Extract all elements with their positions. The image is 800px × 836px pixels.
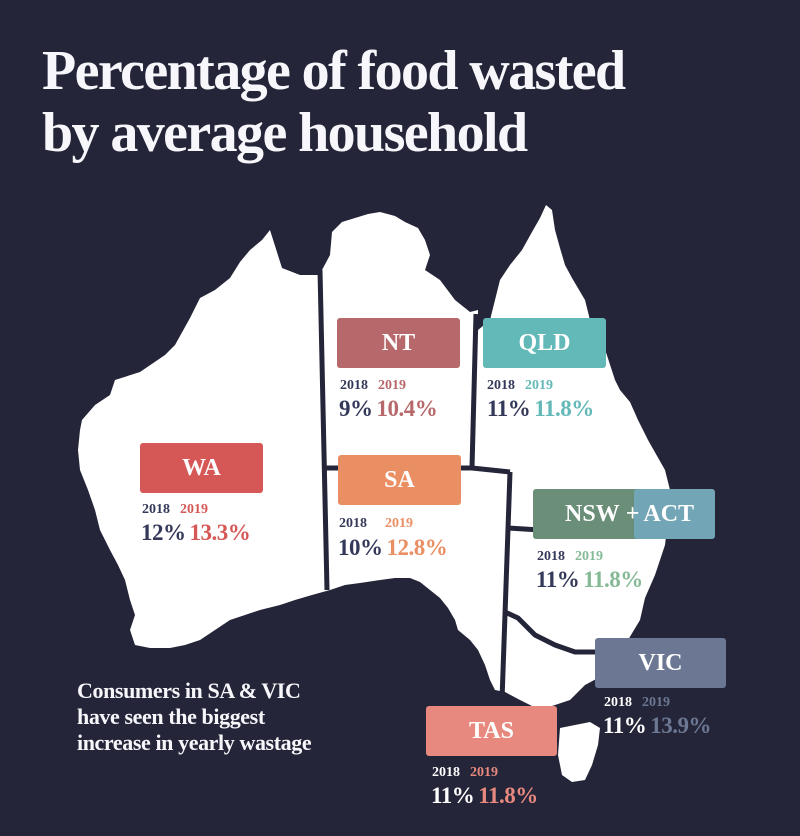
border-sa-east	[499, 471, 513, 701]
state-name-nt: NT	[381, 329, 416, 356]
year-2019-qld: 2019	[525, 378, 553, 393]
value-2018-wa: 12%	[141, 520, 186, 545]
border-wa	[317, 269, 330, 591]
state-badge-sa: SA	[338, 455, 461, 505]
state-name-tas: TAS	[469, 717, 514, 744]
years-sa: 2018 2019	[339, 516, 413, 532]
value-2019-tas: 11.8%	[478, 783, 538, 808]
badge-label-nsw-act: NSW + ACT	[565, 489, 694, 539]
values-wa: 12% 13.3%	[141, 520, 251, 546]
value-2018-sa: 10%	[338, 535, 383, 560]
value-2019-vic: 13.9%	[650, 713, 711, 738]
state-badge-wa: WA	[140, 443, 263, 493]
value-2019-sa: 12.8%	[386, 535, 448, 560]
note-line-1: Consumers in SA & VIC	[77, 678, 301, 703]
values-sa: 10% 12.8%	[338, 535, 448, 561]
value-2019-wa: 13.3%	[189, 520, 251, 545]
state-name-wa: WA	[182, 454, 221, 481]
value-2019-nsw: 11.8%	[583, 567, 643, 592]
years-qld: 2018 2019	[487, 378, 553, 394]
value-2019-qld: 11.8%	[534, 396, 594, 421]
state-name-sa: SA	[384, 466, 415, 493]
state-name-nsw: NSW	[565, 500, 620, 527]
note-line-2: have seen the biggest	[77, 704, 265, 729]
state-name-qld: QLD	[518, 329, 571, 356]
values-tas: 11% 11.8%	[431, 783, 538, 809]
year-2019-vic: 2019	[642, 695, 670, 710]
value-2019-nt: 10.4%	[376, 396, 438, 421]
year-2018-nsw: 2018	[537, 549, 565, 564]
border-nt-qld	[469, 313, 479, 469]
values-nsw: 11% 11.8%	[536, 567, 643, 593]
years-nsw: 2018 2019	[537, 549, 603, 565]
year-2019-tas: 2019	[470, 765, 498, 780]
state-badge-nt: NT	[337, 318, 460, 368]
state-borders	[317, 269, 600, 701]
value-2018-tas: 11%	[431, 783, 475, 808]
years-nt: 2018 2019	[340, 378, 406, 394]
note-line-3: increase in yearly wastage	[77, 730, 312, 755]
plus-sign: +	[625, 500, 640, 527]
year-2018-nt: 2018	[340, 378, 368, 393]
values-vic: 11% 13.9%	[603, 713, 711, 739]
year-2018-wa: 2018	[142, 502, 170, 517]
value-2018-nt: 9%	[339, 396, 373, 421]
value-2018-nsw: 11%	[536, 567, 580, 592]
state-badge-act	[634, 489, 715, 539]
year-2018-qld: 2018	[487, 378, 515, 393]
years-wa: 2018 2019	[142, 502, 208, 518]
year-2019-nsw: 2019	[575, 549, 603, 564]
year-2018-vic: 2018	[604, 695, 632, 710]
state-badge-nsw	[533, 489, 653, 539]
year-2019-nt: 2019	[378, 378, 406, 393]
values-qld: 11% 11.8%	[487, 396, 594, 422]
year-2018-sa: 2018	[339, 516, 367, 531]
title-line-2: by average household	[42, 102, 528, 164]
year-2018-tas: 2018	[432, 765, 460, 780]
value-2018-vic: 11%	[603, 713, 647, 738]
years-vic: 2018 2019	[604, 695, 670, 711]
value-2018-qld: 11%	[487, 396, 531, 421]
state-badge-vic: VIC	[595, 638, 726, 688]
insight-note: Consumers in SA & VIC have seen the bigg…	[77, 678, 417, 756]
year-2019-wa: 2019	[180, 502, 208, 517]
title-line-1: Percentage of food wasted	[42, 40, 626, 102]
tasmania-outline	[558, 722, 600, 782]
state-badge-tas: TAS	[426, 706, 557, 756]
years-tas: 2018 2019	[432, 765, 498, 781]
border-nsw-vic	[503, 609, 600, 655]
state-name-vic: VIC	[638, 649, 683, 676]
state-name-act: ACT	[643, 500, 695, 527]
state-badge-qld: QLD	[483, 318, 606, 368]
page-title: Percentage of food wasted by average hou…	[42, 40, 782, 164]
values-nt: 9% 10.4%	[339, 396, 438, 422]
year-2019-sa: 2019	[385, 516, 413, 531]
